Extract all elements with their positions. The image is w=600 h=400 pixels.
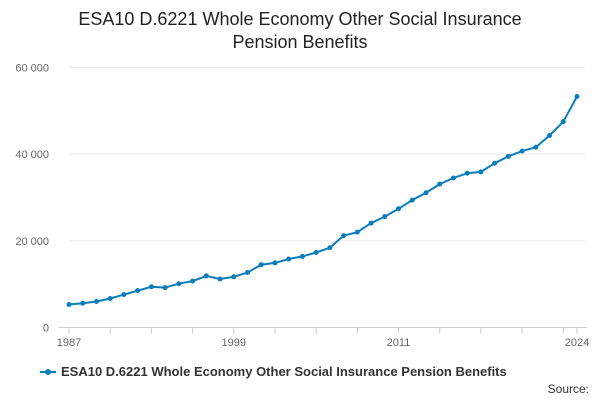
legend[interactable]: ESA10 D.6221 Whole Economy Other Social … (40, 364, 507, 379)
data-point[interactable] (450, 175, 456, 181)
chart-title-line-1: ESA10 D.6221 Whole Economy Other Social … (78, 9, 522, 29)
x-tick-label: 2024 (565, 337, 589, 349)
data-points (66, 94, 580, 308)
data-point[interactable] (560, 119, 566, 125)
y-axis-tick-labels: 0 20 000 40 000 60 000 (15, 63, 49, 335)
data-point[interactable] (80, 300, 86, 306)
chart-title: ESA10 D.6221 Whole Economy Other Social … (0, 8, 600, 54)
data-point[interactable] (135, 288, 141, 294)
data-point[interactable] (368, 220, 374, 226)
y-tick-label: 20 000 (15, 236, 49, 248)
data-point[interactable] (478, 169, 484, 175)
data-point[interactable] (533, 144, 539, 150)
data-point[interactable] (217, 276, 223, 282)
data-point[interactable] (121, 292, 127, 298)
y-tick-label: 0 (43, 323, 49, 335)
data-point[interactable] (547, 133, 553, 139)
data-point[interactable] (107, 295, 113, 301)
x-tick-label: 1999 (222, 337, 246, 349)
data-point[interactable] (190, 278, 196, 284)
data-point[interactable] (258, 262, 264, 268)
data-point[interactable] (327, 245, 333, 251)
y-tick-label: 40 000 (15, 149, 49, 161)
source-label: Source: (547, 382, 589, 396)
data-point[interactable] (492, 160, 498, 166)
data-point[interactable] (505, 153, 511, 159)
data-point[interactable] (176, 281, 182, 287)
chart-title-line-2: Pension Benefits (232, 32, 368, 52)
data-point[interactable] (203, 273, 209, 279)
data-point[interactable] (272, 260, 278, 266)
data-point[interactable] (148, 284, 154, 290)
data-point[interactable] (519, 148, 525, 154)
data-point[interactable] (286, 256, 292, 262)
data-point[interactable] (244, 269, 250, 275)
data-point[interactable] (409, 197, 415, 203)
x-tick-label: 2011 (387, 337, 411, 349)
legend-line-marker-icon (40, 366, 56, 378)
data-point[interactable] (574, 94, 580, 100)
gridlines (69, 67, 585, 242)
data-point[interactable] (313, 250, 319, 256)
x-axis-ticks: 1987 1999 2011 2024 (57, 327, 589, 349)
data-point[interactable] (354, 229, 360, 235)
data-point[interactable] (382, 214, 388, 220)
data-point[interactable] (93, 299, 99, 304)
series-line[interactable] (68, 96, 578, 306)
data-point[interactable] (299, 253, 305, 259)
data-point[interactable] (231, 274, 237, 280)
data-point[interactable] (162, 285, 168, 291)
data-point[interactable] (464, 170, 470, 176)
legend-item-label: ESA10 D.6221 Whole Economy Other Social … (61, 364, 507, 379)
data-point[interactable] (437, 181, 443, 187)
data-point[interactable] (423, 190, 429, 196)
x-tick-label: 1987 (57, 337, 81, 349)
data-point[interactable] (341, 233, 347, 239)
data-point[interactable] (66, 302, 72, 308)
data-point[interactable] (396, 206, 402, 212)
y-tick-label: 60 000 (15, 63, 49, 75)
